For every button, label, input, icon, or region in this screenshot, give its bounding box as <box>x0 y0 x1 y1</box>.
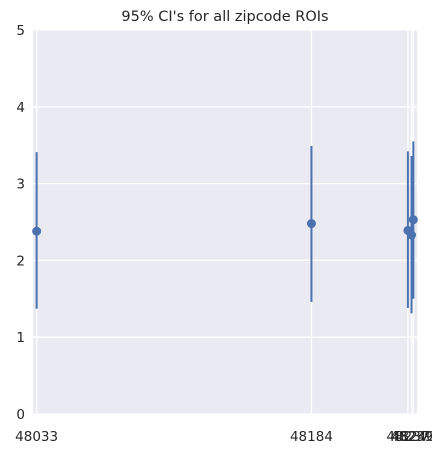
data-point <box>306 219 316 229</box>
data-point <box>32 226 42 236</box>
x-tick-label: 48240 <box>392 429 432 445</box>
data-marks <box>32 141 418 314</box>
plot-area <box>33 30 417 414</box>
tick-labels: 0 1 2 3 4 5 48240 48184 48237 48033 48239 <box>15 23 432 445</box>
y-tick-label: 4 <box>16 100 25 116</box>
y-tick-label: 2 <box>16 253 25 269</box>
data-point <box>407 230 417 240</box>
x-tick-label: 48237 <box>386 429 429 445</box>
y-tick-label: 5 <box>16 23 25 39</box>
chart-title: 95% CI's for all zipcode ROIs <box>121 9 328 25</box>
x-tick-label: 48239 <box>390 429 432 445</box>
y-tick-label: 3 <box>16 177 25 193</box>
y-tick-label: 1 <box>16 330 25 346</box>
data-point <box>408 215 418 225</box>
x-tick-label: 48033 <box>15 429 58 445</box>
x-tick-label: 48184 <box>290 429 333 445</box>
y-tick-label: 0 <box>16 407 25 423</box>
